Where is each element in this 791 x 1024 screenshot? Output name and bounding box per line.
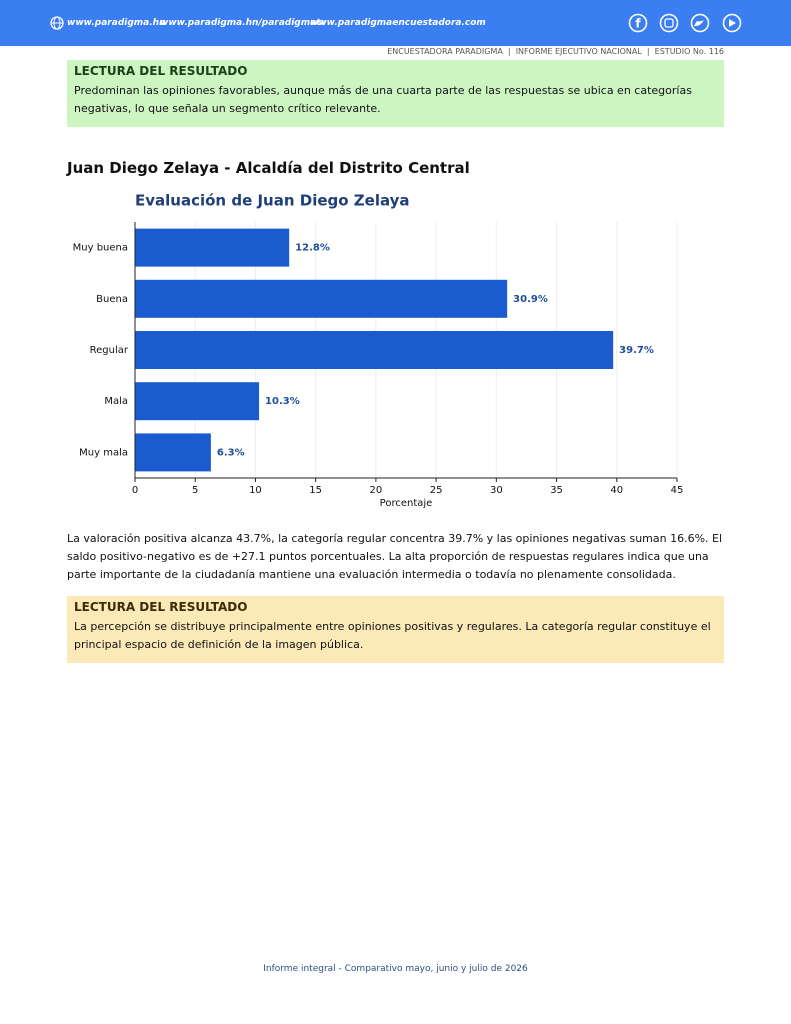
section-title: Juan Diego Zelaya - Alcaldía del Distrit… (67, 159, 470, 177)
subheader: ENCUESTADORA PARADIGMA | INFORME EJECUTI… (387, 47, 724, 56)
bar (135, 228, 290, 267)
header-link[interactable]: www.paradigma.hn (67, 18, 166, 28)
value-label: 12.8% (295, 243, 330, 254)
box-title: LECTURA DEL RESULTADO (74, 64, 248, 78)
value-label: 39.7% (619, 345, 654, 356)
bar (135, 433, 211, 472)
bar (135, 279, 508, 318)
bar (135, 331, 614, 369)
y-tick-label: Mala (104, 396, 128, 407)
header-link[interactable]: www.paradigmaencuestadora.com (310, 18, 486, 28)
svg-text:f: f (635, 17, 641, 31)
paragraph: La valoración positiva alcanza 43.7%, la… (67, 532, 723, 581)
box-text: Predominan las opiniones favorables, aun… (74, 84, 692, 115)
x-tick-label: 15 (309, 485, 322, 496)
y-tick-label: Muy mala (79, 447, 128, 458)
bar (135, 382, 260, 421)
footer: Informe integral - Comparativo mayo, jun… (263, 964, 528, 974)
result-box: LECTURA DEL RESULTADO Predominan las opi… (67, 60, 724, 127)
y-tick-label: Buena (96, 294, 128, 305)
x-tick-label: 20 (370, 485, 383, 496)
x-tick-label: 30 (490, 485, 503, 496)
value-label: 10.3% (265, 396, 300, 407)
x-tick-label: 40 (610, 485, 623, 496)
value-label: 6.3% (217, 447, 245, 458)
x-tick-label: 5 (192, 485, 198, 496)
value-label: 30.9% (513, 294, 548, 305)
box-text: La percepción se distribuye principalmen… (74, 620, 711, 651)
x-tick-label: 45 (671, 485, 684, 496)
x-tick-label: 35 (550, 485, 563, 496)
header-link[interactable]: www.paradigma.hn/paradigmatv (160, 18, 327, 28)
chart-title: Evaluación de Juan Diego Zelaya (135, 192, 410, 210)
y-tick-label: Muy buena (73, 243, 128, 254)
x-axis-label: Porcentaje (380, 498, 433, 509)
header-bar: www.paradigma.hn www.paradigma.hn/paradi… (0, 0, 791, 46)
y-tick-label: Regular (90, 345, 129, 356)
result-box: LECTURA DEL RESULTADO La percepción se d… (67, 596, 724, 663)
box-title: LECTURA DEL RESULTADO (74, 600, 248, 614)
chart: Evaluación de Juan Diego Zelaya Porcenta… (73, 192, 684, 510)
globe-icon (50, 16, 64, 30)
x-tick-label: 0 (132, 485, 138, 496)
x-tick-label: 25 (430, 485, 443, 496)
social-icons[interactable]: f (628, 13, 743, 35)
x-tick-label: 10 (249, 485, 262, 496)
